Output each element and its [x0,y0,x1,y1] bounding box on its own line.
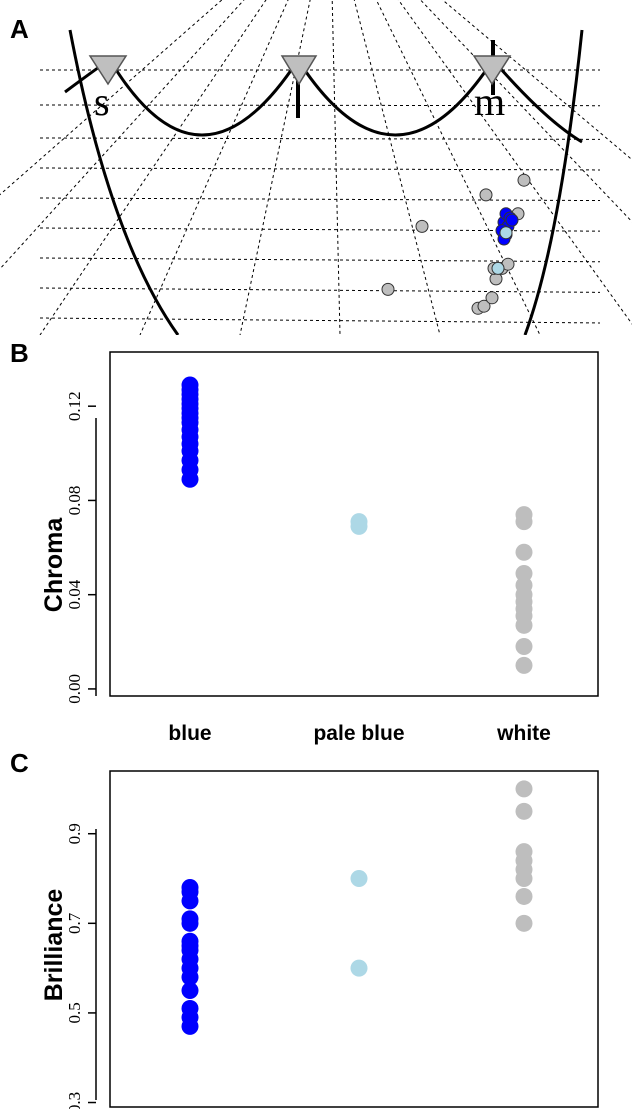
chroma-y-ticks: 0.00 0.04 0.08 0.12 [65,391,96,704]
s-cone-label: s [94,79,110,124]
color-space-point-white [485,291,499,305]
grid-line-radial [441,0,632,161]
color-space-point-white [415,219,429,233]
color-space-points [381,173,531,315]
brilliance-plot-frame [109,770,599,1108]
chroma-point-white [515,564,533,582]
grid-line-radial [0,0,245,270]
brilliance-point-pale-blue [350,870,368,888]
chroma-point-white [515,576,533,594]
color-space-point-white [517,173,531,187]
brilliance-y-ticks: 0.3 0.5 0.7 0.9 [65,823,96,1109]
panel-letter-b: B [10,338,29,368]
l-receptor-marker [280,55,318,86]
color-space-point-pale-blue [499,226,513,240]
color-space-panel: s m [0,0,632,335]
grid-line-horizontal [39,257,601,263]
brilliance-point-blue [181,910,199,928]
grid-line-horizontal [39,197,601,202]
grid-line-radial [139,0,289,335]
chroma-plot-frame [109,351,599,697]
color-space-outline [68,29,584,335]
chroma-category-labels: blue pale blue white [168,722,550,745]
color-space-grid [0,0,632,335]
grid-line-radial [375,0,541,335]
brilliance-axis-title: Brilliance [40,889,68,1002]
grid-line-horizontal [39,317,601,324]
brilliance-point-white [515,780,533,798]
chroma-point-white [515,656,533,674]
grid-line-radial [331,0,341,335]
brilliance-point-white [515,843,533,861]
brilliance-point-white [515,887,533,905]
grid-line-radial [239,0,311,335]
brilliance-point-white [515,802,533,820]
brilliance-point-white [515,914,533,932]
brilliance-points [181,780,533,1035]
brilliance-y-tick-label: 0.9 [65,823,84,844]
grid-line-radial [397,0,632,325]
s-receptor-marker [88,55,128,86]
chroma-point-pale-blue [350,513,368,531]
brilliance-point-blue [181,982,199,1000]
chroma-y-tick-label: 0.12 [65,391,84,421]
grid-line-horizontal [39,137,601,140]
brilliance-y-tick-label: 0.7 [65,912,84,934]
color-space-point-pale-blue [491,261,505,275]
panel-letter-a: A [10,14,29,44]
chroma-point-white [515,638,533,656]
chroma-point-blue [181,376,199,394]
m-receptor-marker [472,55,512,86]
brilliance-y-tick-label: 0.3 [65,1092,84,1109]
brilliance-point-blue [181,999,199,1017]
color-space-point-blue [505,213,519,227]
chroma-y-tick-label: 0.08 [65,486,84,516]
brilliance-point-pale-blue [350,959,368,977]
grid-line-horizontal [39,167,601,171]
category-label-white: white [496,722,551,745]
panel-letter-c: C [10,748,29,778]
chroma-axis-title: Chroma [40,517,68,613]
brilliance-panel: 0.3 0.5 0.7 0.9 Brilliance [40,770,599,1109]
grid-line-horizontal [39,104,601,107]
chroma-y-tick-label: 0.00 [65,674,84,704]
category-label-blue: blue [168,722,211,745]
brilliance-y-tick-label: 0.5 [65,1002,84,1023]
chroma-points [181,376,533,674]
chroma-y-tick-label: 0.04 [65,579,84,609]
color-space-point-white [479,188,493,202]
m-cone-label: m [474,79,505,124]
brilliance-point-blue [181,878,199,896]
chroma-panel: 0.00 0.04 0.08 0.12 blue pale blue white Chro… [40,351,599,745]
chroma-point-white [515,506,533,524]
chroma-point-white [515,543,533,561]
grid-line-horizontal [39,287,601,293]
grid-line-radial [419,0,632,223]
grid-line-radial [39,0,267,335]
brilliance-point-blue [181,932,199,950]
grid-line-radial [0,0,223,196]
color-space-point-white [489,272,503,286]
color-space-point-white [381,282,395,296]
category-label-pale-blue: pale blue [313,722,404,745]
color-space-point-white [477,299,491,313]
